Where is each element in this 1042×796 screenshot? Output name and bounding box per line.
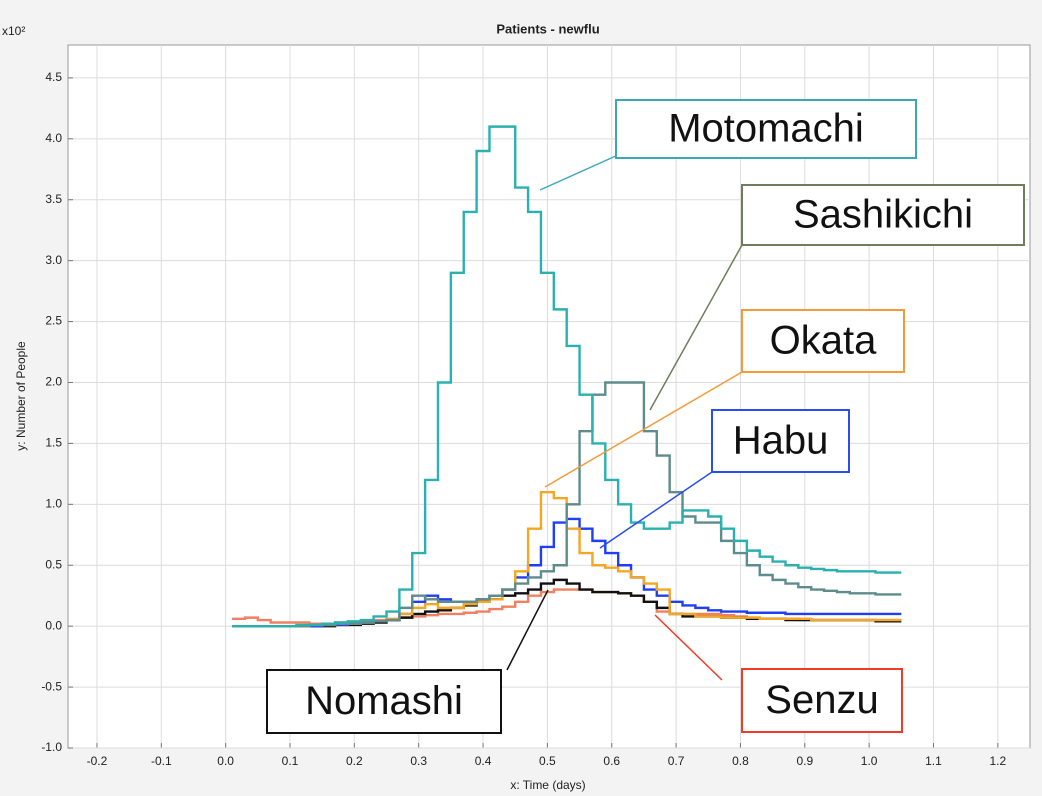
callout-leader — [649, 244, 743, 411]
callout-leader — [506, 589, 549, 671]
y-multiplier: x10² — [2, 24, 25, 38]
series-line — [232, 381, 902, 628]
callout-label: Senzu — [765, 678, 878, 722]
grid: -0.2 -0.1 0.0 0.1 0.2 0.3 0.4 0.5 0.6 0.7 0.8 0.9 1.… — [41, 45, 1030, 768]
y-tick-label: 4.0 — [45, 131, 62, 145]
y-tick-label: 0.0 — [45, 618, 62, 632]
series-group — [232, 125, 902, 628]
y-tick-label: 1.5 — [45, 436, 62, 450]
x-tick-label: 1.0 — [861, 754, 878, 768]
series-line — [232, 125, 902, 628]
x-tick-label: 1.2 — [989, 754, 1006, 768]
y-axis-label: y: Number of People — [14, 341, 28, 451]
y-tick-label: 3.5 — [45, 192, 62, 206]
y-tick-label: 0.5 — [45, 557, 62, 571]
callout-label: Motomachi — [668, 107, 864, 151]
callout-label: Okata — [770, 319, 877, 363]
callout-box — [741, 309, 905, 373]
y-tick-label: -1.0 — [41, 740, 62, 754]
callout-box — [615, 99, 917, 159]
x-tick-label: 1.1 — [925, 754, 942, 768]
y-tick-label: 2.0 — [45, 375, 62, 389]
callout-label: Nomashi — [305, 679, 463, 723]
callout-leader — [539, 154, 619, 191]
x-tick-label: 0.7 — [668, 754, 685, 768]
x-axis-label: x: Time (days) — [510, 778, 585, 792]
y-tick-label: 1.0 — [45, 496, 62, 510]
x-tick-label: 0.6 — [603, 754, 620, 768]
x-tick-label: -0.1 — [151, 754, 172, 768]
x-tick-label: 0.1 — [282, 754, 299, 768]
callout-box — [741, 184, 1025, 246]
y-tick-label: 4.5 — [45, 70, 62, 84]
callout-box — [266, 669, 502, 734]
callout-box — [741, 668, 903, 733]
x-tick-label: 0.9 — [796, 754, 813, 768]
callout-box — [711, 409, 850, 473]
callout-label: Habu — [733, 419, 829, 463]
callout-leader — [599, 471, 713, 549]
x-tick-label: 0.2 — [346, 754, 363, 768]
chart-title: Patients - newflu — [496, 21, 599, 36]
x-tick-label: 0.5 — [539, 754, 556, 768]
x-tick-label: -0.2 — [87, 754, 108, 768]
callout-leader — [654, 614, 723, 681]
annotations: Motomachi Sashikichi Okata Habu Nomashi Senzu — [266, 99, 1025, 734]
x-tick-label: 0.0 — [217, 754, 234, 768]
x-tick-label: 0.3 — [410, 754, 427, 768]
y-tick-label: -0.5 — [41, 679, 62, 693]
callout-leader — [544, 371, 743, 488]
y-tick-label: 2.5 — [45, 314, 62, 328]
x-tick-label: 0.8 — [732, 754, 749, 768]
plot-area — [67, 44, 1031, 749]
x-tick-label: 0.4 — [475, 754, 492, 768]
callout-label: Sashikichi — [793, 193, 973, 237]
y-tick-label: 3.0 — [45, 253, 62, 267]
